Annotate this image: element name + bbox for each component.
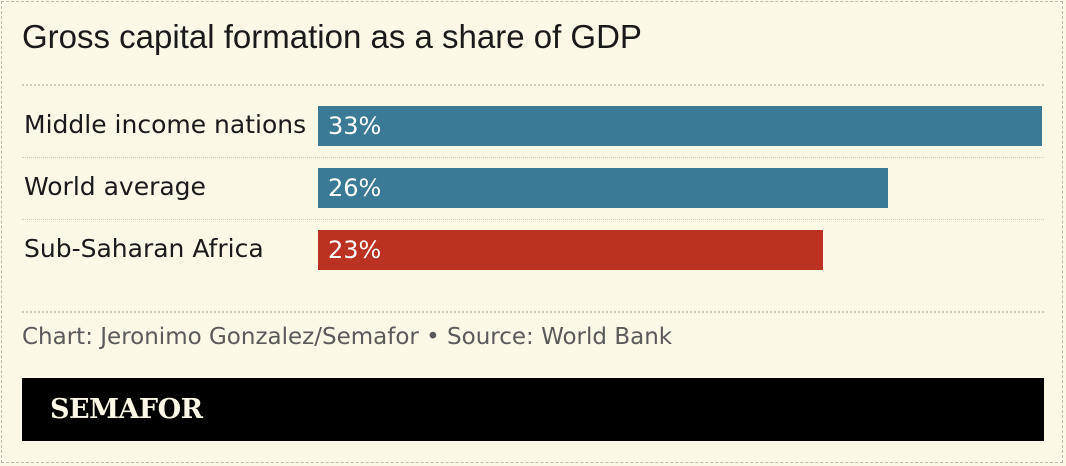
logo-band: SEMAFOR — [22, 378, 1044, 441]
category-label: World average — [24, 172, 206, 201]
bar — [318, 168, 888, 208]
bar-value-label: 33% — [328, 112, 382, 140]
title-divider — [22, 84, 1044, 86]
bar-value-label: 26% — [328, 174, 382, 202]
row-separator — [22, 157, 1044, 158]
bar-value-label: 23% — [328, 236, 382, 264]
chart-title: Gross capital formation as a share of GD… — [22, 18, 642, 55]
chart-credit: Chart: Jeronimo Gonzalez/Semafor • Sourc… — [22, 324, 673, 350]
category-label: Middle income nations — [24, 110, 307, 139]
footer-divider — [22, 311, 1044, 313]
semafor-logo: SEMAFOR — [50, 394, 203, 425]
row-separator — [22, 219, 1044, 220]
category-label: Sub-Saharan Africa — [24, 234, 264, 263]
bar — [318, 106, 1042, 146]
bar — [318, 230, 823, 270]
